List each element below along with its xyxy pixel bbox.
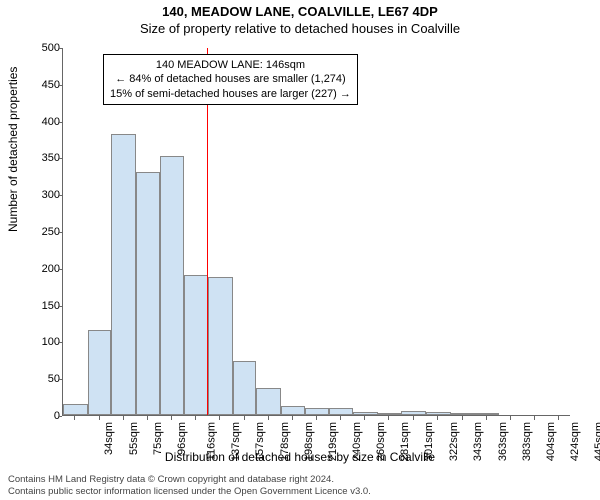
x-tick-mark [292, 416, 293, 420]
footer-line2: Contains public sector information licen… [8, 486, 371, 498]
x-tick-mark [171, 416, 172, 420]
page-subtitle: Size of property relative to detached ho… [0, 21, 600, 36]
histogram-bar [474, 413, 499, 415]
histogram-bar [63, 404, 88, 415]
histogram-bar [88, 330, 112, 415]
x-tick-mark [99, 416, 100, 420]
footer-attribution: Contains HM Land Registry data © Crown c… [8, 474, 371, 498]
annotation-box: 140 MEADOW LANE: 146sqm ← 84% of detache… [103, 54, 358, 105]
plot-area: 140 MEADOW LANE: 146sqm ← 84% of detache… [62, 48, 570, 416]
x-axis-label: Distribution of detached houses by size … [0, 450, 600, 464]
annotation-line1: 140 MEADOW LANE: 146sqm [110, 58, 351, 72]
x-tick-mark [510, 416, 511, 420]
histogram-bar [378, 413, 402, 415]
x-tick-mark [364, 416, 365, 420]
histogram-bar [329, 408, 353, 415]
histogram-bar [305, 408, 330, 415]
histogram-bar [233, 361, 257, 415]
x-tick-mark [534, 416, 535, 420]
histogram-bar [426, 412, 451, 415]
annotation-line2: ← 84% of detached houses are smaller (1,… [110, 72, 351, 86]
x-tick-mark [316, 416, 317, 420]
x-tick-mark [219, 416, 220, 420]
x-tick-mark [413, 416, 414, 420]
x-tick-mark [268, 416, 269, 420]
title-block: 140, MEADOW LANE, COALVILLE, LE67 4DP Si… [0, 0, 600, 36]
y-tick-mark [58, 416, 62, 417]
x-tick-mark [123, 416, 124, 420]
x-tick-mark [244, 416, 245, 420]
x-tick-mark [195, 416, 196, 420]
histogram-bar [111, 134, 136, 415]
histogram-bar [353, 412, 378, 415]
footer-line1: Contains HM Land Registry data © Crown c… [8, 474, 371, 486]
x-tick-mark [486, 416, 487, 420]
x-tick-mark [462, 416, 463, 420]
page-title: 140, MEADOW LANE, COALVILLE, LE67 4DP [0, 4, 600, 19]
histogram-bar [281, 406, 305, 415]
x-tick-mark [388, 416, 389, 420]
histogram-bar [256, 388, 281, 415]
x-tick-mark [340, 416, 341, 420]
y-axis-label: Number of detached properties [6, 67, 20, 232]
histogram-bar [184, 275, 208, 415]
x-tick-mark [437, 416, 438, 420]
histogram-bar [451, 413, 475, 415]
x-tick-mark [558, 416, 559, 420]
histogram-bar [401, 411, 426, 415]
histogram-bar [208, 277, 233, 415]
chart-container: 140, MEADOW LANE, COALVILLE, LE67 4DP Si… [0, 0, 600, 500]
x-tick-mark [74, 416, 75, 420]
histogram-bar [160, 156, 185, 415]
x-tick-mark [147, 416, 148, 420]
annotation-line3: 15% of semi-detached houses are larger (… [110, 87, 351, 101]
histogram-bar [136, 172, 160, 415]
